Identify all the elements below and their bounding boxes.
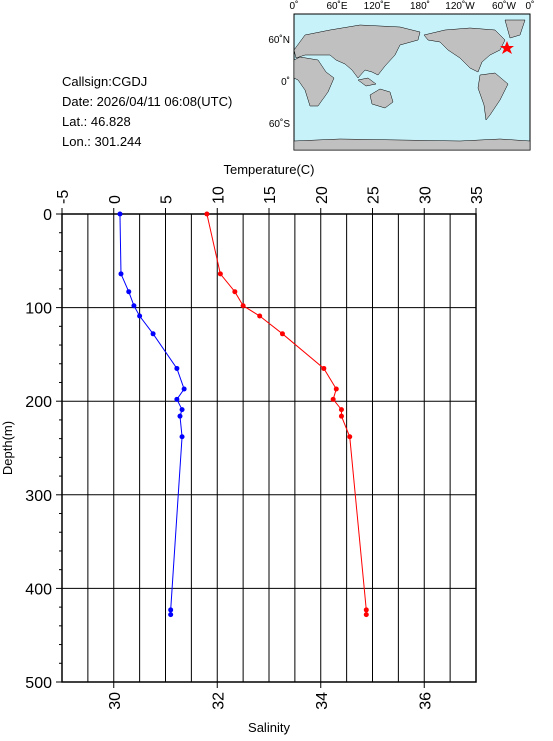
profile-point (257, 313, 263, 319)
x2-tick-label: -5 (55, 190, 72, 204)
profile-point (338, 413, 344, 419)
profile-point (347, 434, 353, 440)
y-tick-label: 300 (25, 488, 52, 505)
map-lon-label: 180˚ (410, 0, 430, 12)
profile-point (330, 396, 336, 402)
x2-tick-label: 10 (210, 186, 227, 204)
profile-point (333, 386, 339, 392)
x2-tick-label: 35 (469, 186, 486, 204)
y-tick-label: 400 (25, 581, 52, 598)
profile-point (174, 365, 180, 371)
profile-point (204, 211, 210, 217)
map-lon-label: 120˚E (364, 0, 391, 12)
map-lon-label: 60˚E (326, 0, 347, 12)
map-lat-label: 0˚ (281, 76, 290, 88)
profile-point (279, 331, 285, 337)
x-tick-label: 36 (417, 692, 434, 710)
profile-point (168, 607, 174, 613)
latitude: Lat.: 46.828 (62, 114, 131, 129)
profile-point (338, 407, 344, 413)
profile-point (240, 303, 246, 309)
map-lat-label: 60˚S (269, 118, 290, 130)
date: Date: 2026/04/11 06:08(UTC) (62, 94, 232, 109)
x2-tick-label: 5 (159, 195, 176, 204)
profile-point (137, 313, 143, 319)
profile-point (363, 607, 369, 613)
map-land (293, 19, 531, 151)
y-tick-label: 500 (25, 675, 52, 692)
y-tick-label: 0 (43, 207, 52, 224)
y-axis-label: Depth(m) (0, 421, 15, 475)
profile-point (126, 289, 132, 295)
profile-point (131, 303, 137, 309)
y-tick-label: 100 (25, 301, 52, 318)
x-tick-label: 30 (107, 692, 124, 710)
x-axis-label: Salinity (248, 720, 290, 735)
profile-point (150, 331, 156, 337)
profile-point (179, 434, 185, 440)
x-tick-label: 34 (314, 692, 331, 710)
profile-point (179, 407, 185, 413)
profile-point (174, 396, 180, 402)
x2-tick-label: 0 (107, 195, 124, 204)
map-lon-label: 120˚W (445, 0, 475, 12)
x-tick-label: 32 (210, 692, 227, 710)
profile-point (181, 386, 187, 392)
x2-axis-label: Temperature(C) (223, 162, 314, 177)
map-lat-label: 60˚N (268, 34, 290, 46)
x2-tick-label: 30 (417, 186, 434, 204)
x2-tick-label: 15 (262, 186, 279, 204)
profile-line (119, 213, 185, 615)
profile-point (363, 612, 369, 618)
profile-point (232, 289, 238, 295)
profile-point (321, 365, 327, 371)
profile-point (217, 271, 223, 277)
y-tick-label: 200 (25, 394, 52, 411)
profile-point (118, 271, 124, 277)
x2-tick-label: 25 (366, 186, 383, 204)
map-lon-label: 0˚ (526, 0, 535, 12)
profile-line (206, 213, 367, 615)
longitude: Lon.: 301.244 (62, 134, 142, 149)
profile-point (168, 612, 174, 618)
map-lon-label: 60˚W (492, 0, 516, 12)
x2-tick-label: 20 (314, 186, 331, 204)
station-marker (500, 41, 514, 54)
profile-point (117, 211, 123, 217)
world-map (293, 13, 531, 151)
map-lon-label: 0˚ (290, 0, 299, 12)
profile-point (177, 413, 183, 419)
callsign: Callsign:CGDJ (62, 74, 147, 89)
